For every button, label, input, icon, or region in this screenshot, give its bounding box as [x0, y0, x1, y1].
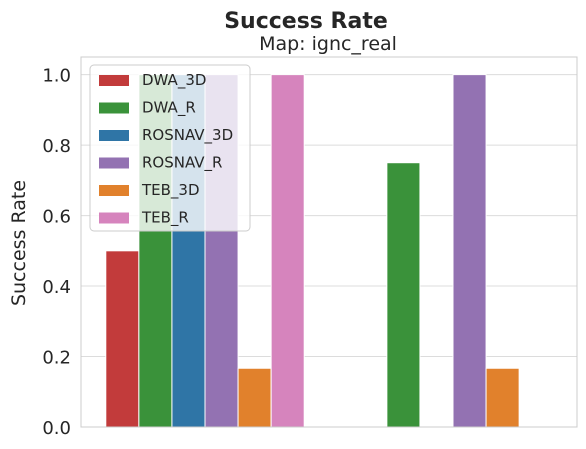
legend-swatch [99, 130, 129, 141]
legend-label: ROSNAV_3D [142, 126, 233, 145]
chart-subtitle: Map: ignc_real [259, 33, 397, 55]
legend-label: ROSNAV_R [142, 154, 222, 173]
legend-label: TEB_3D [141, 181, 200, 200]
legend-swatch [99, 157, 129, 169]
legend: DWA_3D DWA_R ROSNAV_3D ROSNAV_R TEB_3D TEB_R [89, 64, 251, 232]
legend-swatch [99, 102, 129, 114]
plot-frame [80, 56, 578, 428]
bar-teb-3d-group-2 [485, 367, 520, 428]
legend-label: DWA_3D [142, 71, 206, 90]
chart-title: Success Rate [224, 9, 388, 34]
bar-teb-r-group-1 [270, 74, 305, 428]
y-tick-label: 0.4 [42, 277, 71, 298]
y-tick-label: 0.6 [42, 207, 71, 228]
legend-swatch [99, 212, 129, 224]
bar-dwa-r-group-2 [386, 162, 421, 428]
y-axis-label: Success Rate [8, 180, 30, 306]
legend-label: TEB_R [141, 209, 189, 228]
bar-teb-3d-group-1 [237, 367, 272, 428]
y-tick-labels: 0.0 0.2 0.4 0.6 0.8 1.0 [42, 66, 71, 439]
bar-dwa-3d-group-1 [105, 250, 140, 428]
y-tick-label: 0.8 [42, 136, 71, 157]
legend-label: DWA_R [142, 99, 196, 118]
y-tick-label: 1.0 [42, 66, 71, 87]
y-tick-label: 0.2 [42, 348, 71, 369]
legend-box [89, 64, 251, 232]
bar-rosnav-r-group-2 [452, 74, 487, 428]
y-tick-label: 0.0 [42, 418, 71, 439]
legend-swatch [99, 75, 129, 86]
legend-swatch [99, 185, 129, 196]
